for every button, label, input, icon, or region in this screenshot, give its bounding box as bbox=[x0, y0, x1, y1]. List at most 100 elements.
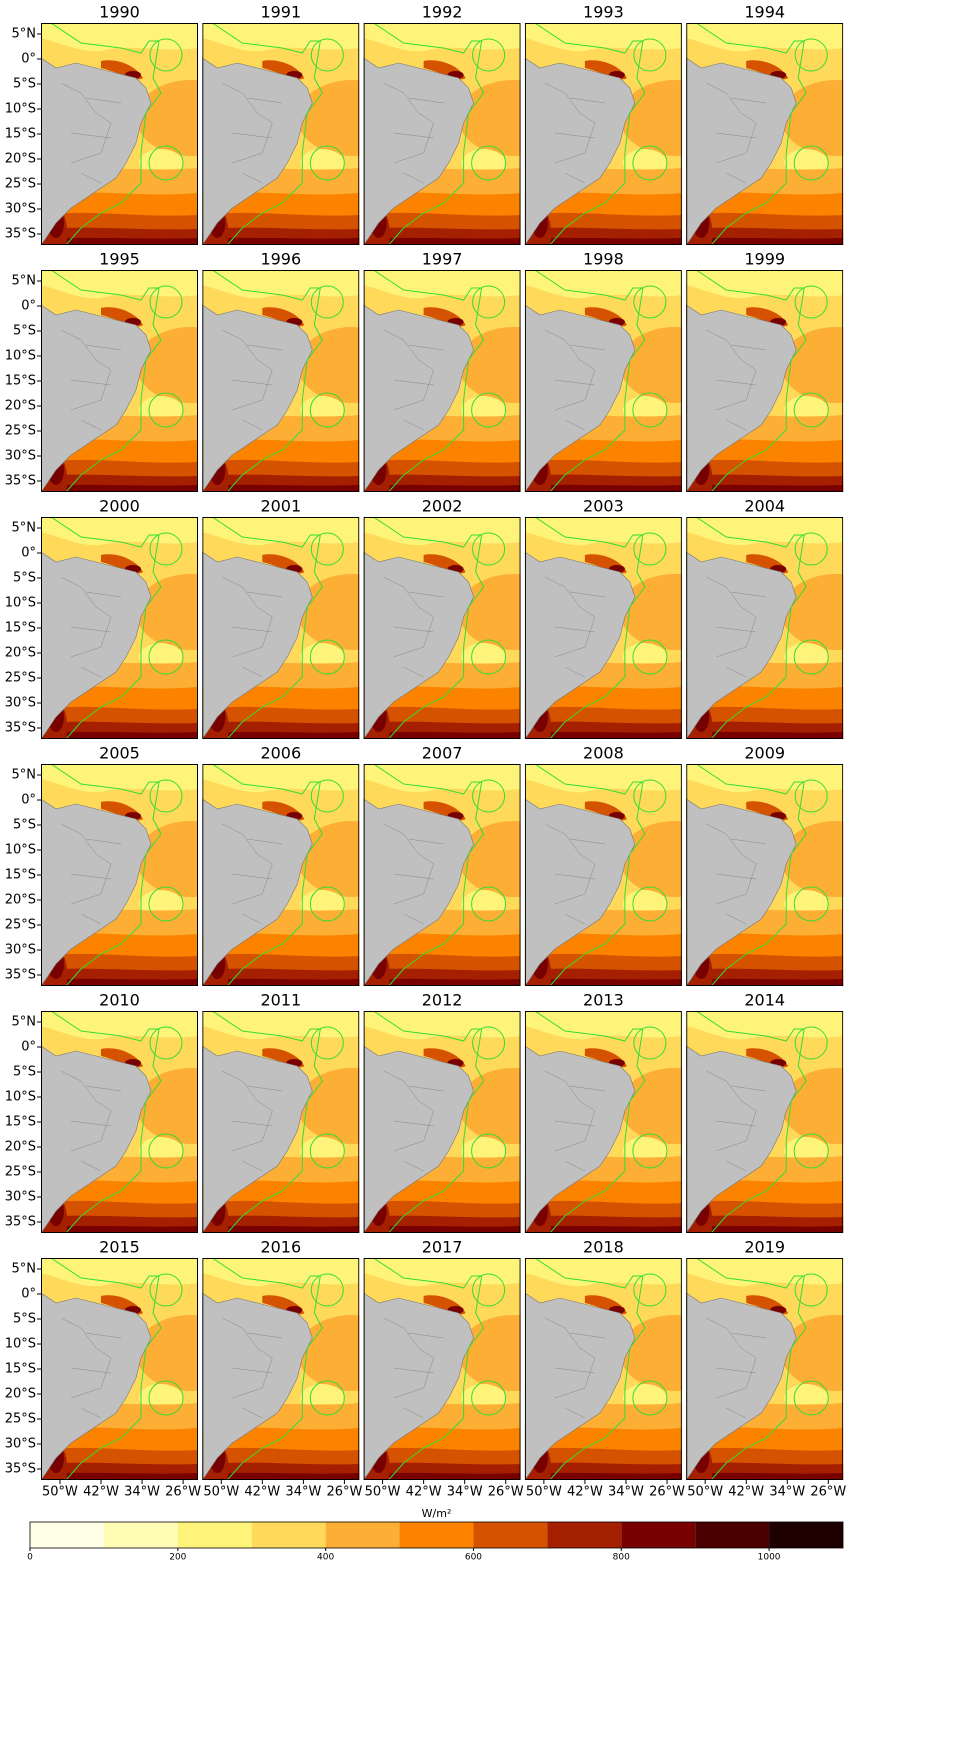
panel-title: 2004 bbox=[744, 497, 785, 516]
lat-tick-label: 30°S bbox=[5, 943, 36, 958]
panel-title: 2012 bbox=[422, 991, 463, 1010]
lat-tick-label: 35°S bbox=[5, 227, 36, 242]
colorbar-label: W/m² bbox=[422, 1507, 452, 1520]
lat-tick-label: 35°S bbox=[5, 1462, 36, 1477]
colorbar-tick-label: 0 bbox=[27, 1553, 33, 1563]
colorbar-tick-label: 600 bbox=[465, 1553, 482, 1563]
colorbar-segment bbox=[30, 1522, 104, 1548]
lat-tick-label: 30°S bbox=[5, 449, 36, 464]
colorbar-tick-label: 400 bbox=[317, 1553, 334, 1563]
lat-tick-label: 15°S bbox=[5, 621, 36, 636]
lat-tick-label: 10°S bbox=[5, 596, 36, 611]
panel-title: 2011 bbox=[260, 991, 301, 1010]
lon-tick-label: 50°W bbox=[42, 1485, 78, 1500]
lon-tick-label: 42°W bbox=[244, 1485, 280, 1500]
lon-tick-label: 26°W bbox=[649, 1485, 685, 1500]
lat-tick-label: 20°S bbox=[5, 399, 36, 414]
lon-tick-label: 26°W bbox=[165, 1485, 201, 1500]
lon-tick-label: 50°W bbox=[203, 1485, 239, 1500]
lat-tick-label: 0° bbox=[21, 299, 36, 314]
lat-tick-label: 10°S bbox=[5, 349, 36, 364]
panel-title: 2017 bbox=[422, 1238, 463, 1257]
lat-tick-label: 0° bbox=[21, 1040, 36, 1055]
colorbar-tick-label: 1000 bbox=[758, 1553, 781, 1563]
lat-tick-label: 25°S bbox=[5, 671, 36, 686]
colorbar-segment bbox=[399, 1522, 474, 1548]
lat-tick-label: 35°S bbox=[5, 968, 36, 983]
lat-tick-label: 35°S bbox=[5, 721, 36, 736]
lat-tick-label: 15°S bbox=[5, 1115, 36, 1130]
lon-tick-label: 34°W bbox=[769, 1485, 805, 1500]
panel-title: 2007 bbox=[422, 744, 463, 763]
colorbar-segment bbox=[325, 1522, 400, 1548]
map-panel bbox=[686, 1011, 891, 1233]
colorbar-segment bbox=[251, 1522, 326, 1548]
lat-tick-label: 0° bbox=[21, 1287, 36, 1302]
map-panel bbox=[686, 517, 891, 739]
lat-tick-label: 15°S bbox=[5, 1362, 36, 1377]
lon-tick-label: 26°W bbox=[488, 1485, 524, 1500]
panel-title: 2002 bbox=[422, 497, 463, 516]
panel-title: 1999 bbox=[744, 250, 785, 269]
lat-tick-label: 5°N bbox=[12, 1015, 37, 1030]
colorbar-segment bbox=[177, 1522, 252, 1548]
panel-title: 2001 bbox=[260, 497, 301, 516]
lat-tick-label: 5°S bbox=[13, 77, 36, 92]
lat-tick-label: 5°N bbox=[12, 274, 37, 289]
panel-title: 1993 bbox=[583, 3, 624, 22]
panel-title: 2018 bbox=[583, 1238, 624, 1257]
lat-tick-label: 25°S bbox=[5, 177, 36, 192]
lat-tick-label: 5°N bbox=[12, 27, 37, 42]
lat-tick-label: 15°S bbox=[5, 374, 36, 389]
lat-tick-label: 10°S bbox=[5, 1090, 36, 1105]
map-panel bbox=[686, 764, 891, 986]
lat-tick-label: 20°S bbox=[5, 893, 36, 908]
lat-tick-label: 0° bbox=[21, 793, 36, 808]
lat-tick-label: 20°S bbox=[5, 152, 36, 167]
colorbar-segment bbox=[769, 1522, 843, 1548]
lat-tick-label: 5°S bbox=[13, 571, 36, 586]
lon-tick-label: 34°W bbox=[124, 1485, 160, 1500]
lat-tick-label: 15°S bbox=[5, 868, 36, 883]
lon-tick-label: 50°W bbox=[365, 1485, 401, 1500]
lat-tick-label: 30°S bbox=[5, 696, 36, 711]
panel-title: 1990 bbox=[99, 3, 140, 22]
colorbar-segment bbox=[621, 1522, 696, 1548]
lon-tick-label: 50°W bbox=[526, 1485, 562, 1500]
lon-tick-label: 42°W bbox=[567, 1485, 603, 1500]
lat-tick-label: 20°S bbox=[5, 1140, 36, 1155]
lon-tick-label: 34°W bbox=[447, 1485, 483, 1500]
lat-tick-label: 30°S bbox=[5, 1190, 36, 1205]
colorbar-segment bbox=[103, 1522, 178, 1548]
lat-tick-label: 35°S bbox=[5, 1215, 36, 1230]
panel-title: 1991 bbox=[260, 3, 301, 22]
colorbar-tick-label: 800 bbox=[613, 1553, 630, 1563]
lat-tick-label: 5°S bbox=[13, 324, 36, 339]
lat-tick-label: 5°N bbox=[12, 768, 37, 783]
lat-tick-label: 10°S bbox=[5, 1337, 36, 1352]
map-panel bbox=[686, 23, 891, 245]
colorbar-frame bbox=[29, 1521, 844, 1549]
panel-title: 2014 bbox=[744, 991, 785, 1010]
map-panel bbox=[686, 270, 891, 492]
panel-title: 1996 bbox=[260, 250, 301, 269]
lat-tick-label: 0° bbox=[21, 52, 36, 67]
lat-tick-label: 0° bbox=[21, 546, 36, 561]
lat-tick-label: 10°S bbox=[5, 102, 36, 117]
lon-tick-label: 42°W bbox=[406, 1485, 442, 1500]
panel-title: 2006 bbox=[260, 744, 301, 763]
lat-tick-label: 25°S bbox=[5, 918, 36, 933]
lon-tick-label: 42°W bbox=[83, 1485, 119, 1500]
panel-title: 2015 bbox=[99, 1238, 140, 1257]
lat-tick-label: 15°S bbox=[5, 127, 36, 142]
panel-title: 1995 bbox=[99, 250, 140, 269]
colorbar-tick-label: 200 bbox=[169, 1553, 186, 1563]
panel-title: 1994 bbox=[744, 3, 785, 22]
panel-title: 2019 bbox=[744, 1238, 785, 1257]
colorbar-segment bbox=[695, 1522, 770, 1548]
lon-tick-label: 50°W bbox=[687, 1485, 723, 1500]
lat-tick-label: 25°S bbox=[5, 424, 36, 439]
lat-tick-label: 5°N bbox=[12, 1262, 37, 1277]
lat-tick-label: 20°S bbox=[5, 1387, 36, 1402]
